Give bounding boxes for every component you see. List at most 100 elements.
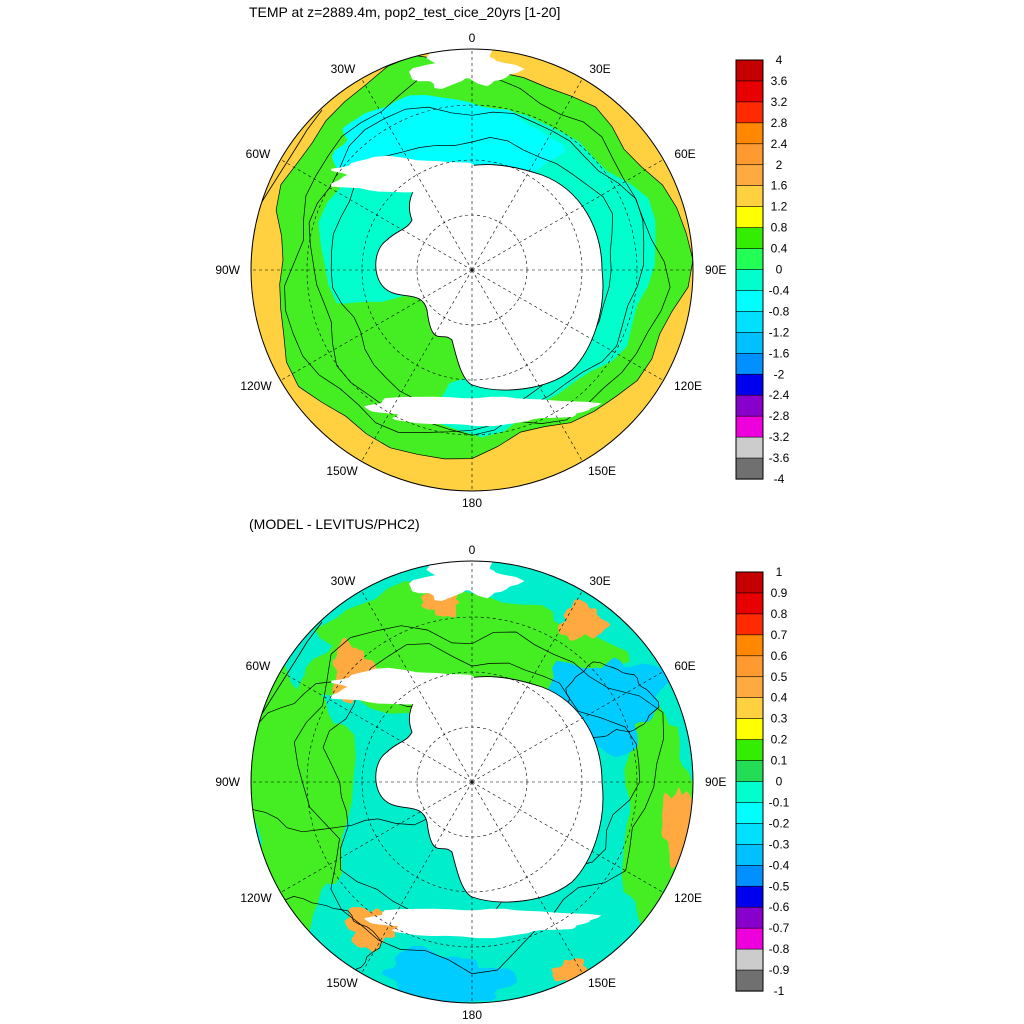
p2-colorbar-swatch	[735, 676, 764, 699]
p1-meridian	[471, 78, 583, 271]
p2-colorbar-tick-label: 0.1	[771, 754, 788, 768]
p1-colorbar-swatch	[735, 185, 764, 208]
p1-colorbar-swatch	[735, 80, 764, 103]
panel-2-map: 0 30E 60E 90E 120E 150E 180 150W 120W 90W 60W 30W 1 0…	[215, 543, 790, 1022]
p1-colorbar-swatch	[735, 352, 764, 375]
p2-colorbar-swatch	[735, 823, 764, 845]
p2-region-warm-patch	[557, 599, 611, 641]
p1-colorbar-tick-label: -2	[774, 367, 785, 381]
p2-lon-label: 90E	[705, 775, 726, 789]
p2-meridian	[471, 671, 664, 783]
p2-colorbar-swatch	[735, 969, 764, 992]
p2-map-field	[251, 561, 693, 1003]
p2-meridian	[471, 590, 583, 783]
p2-colorbar-swatch	[735, 592, 764, 615]
p1-meridian	[471, 269, 664, 381]
p1-lon-label: 60W	[246, 147, 271, 161]
p1-colorbar-swatch	[735, 248, 764, 271]
p1-colorbar-tick-label: 2.8	[771, 116, 788, 130]
p1-lon-label: 30W	[331, 62, 356, 76]
p1-colorbar-tick-label: 2.4	[771, 137, 788, 151]
p2-colorbar-tick-label: -1	[774, 984, 785, 998]
p2-lon-label: 0	[469, 543, 476, 557]
p1-colorbar-swatch	[735, 122, 764, 145]
p1-colorbar-swatch	[735, 206, 764, 229]
p2-colorbar-swatch	[735, 571, 764, 594]
p1-lon-label: 90W	[215, 263, 240, 277]
p1-colorbar-tick-label: 3.2	[771, 95, 788, 109]
p1-colorbar-tick-label: 0	[776, 263, 783, 277]
p2-colorbar-swatch	[735, 948, 764, 971]
p1-colorbar-swatch	[735, 415, 764, 438]
p2-meridian	[361, 781, 473, 974]
p1-meridian	[280, 269, 473, 381]
p2-colorbar-tick-label: 0.6	[771, 649, 788, 663]
p2-colorbar-tick-label: -0.8	[769, 942, 790, 956]
p1-mask-africa-gap	[409, 49, 525, 89]
p1-mask-weddell-shelf	[330, 155, 528, 193]
p2-colorbar-swatch	[735, 864, 764, 887]
p2-colorbar-tick-label: 0.4	[771, 691, 788, 705]
p1-colorbar-tick-label: -3.6	[769, 451, 790, 465]
p2-colorbar-tick-label: -0.1	[769, 795, 790, 809]
p1-colorbar-swatch	[735, 227, 764, 250]
p1-colorbar-swatch	[735, 164, 764, 187]
p1-colorbar-tick-label: -1.2	[769, 325, 790, 339]
p2-colorbar-swatch	[735, 739, 764, 762]
p1-colorbar-swatch	[735, 457, 764, 480]
p2-colorbar-tick-label: 0.9	[771, 586, 788, 600]
p1-meridian	[471, 269, 583, 462]
p2-colorbar-swatch	[735, 655, 764, 678]
p2-colorbar-swatch	[735, 718, 764, 741]
panel-1-title: TEMP at z=2889.4m, pop2_test_cice_20yrs …	[249, 4, 561, 20]
p2-colorbar-swatch	[735, 697, 764, 720]
p2-colorbar-swatch	[735, 760, 764, 783]
p2-lon-label: 90W	[215, 775, 240, 789]
p1-colorbar-swatch	[735, 143, 764, 166]
p1-meridian	[361, 78, 473, 271]
p2-colorbar-tick-label: 0.5	[771, 670, 788, 684]
p1-map-field	[251, 49, 693, 491]
panel-2-title: (MODEL - LEVITUS/PHC2)	[249, 516, 420, 532]
p2-map-boundary	[250, 560, 694, 1004]
p2-lon-label: 30W	[331, 574, 356, 588]
p1-colorbar-tick-label: -2.8	[769, 409, 790, 423]
p2-contour	[251, 681, 492, 833]
p1-lon-label: 150E	[588, 464, 616, 478]
p2-lon-label: 60E	[674, 659, 695, 673]
p2-colorbar-tick-label: -0.4	[769, 858, 790, 872]
p1-colorbar: 4 3.6 3.2 2.8 2.4 2 1.6 1.2 0.8 0.4 0 -0.4 -0.8 -1.2 -…	[735, 53, 790, 486]
p2-colorbar-tick-label: 0.2	[771, 733, 788, 747]
p2-lon-label: 150W	[326, 976, 358, 990]
p1-colorbar-tick-label: -4	[774, 472, 785, 486]
p1-colorbar-tick-label: -0.4	[769, 283, 790, 297]
p1-meridian	[361, 269, 473, 462]
p2-colorbar-swatch	[735, 906, 764, 929]
p2-colorbar-tick-label: -0.6	[769, 900, 790, 914]
p2-meridian	[280, 671, 473, 783]
p1-lon-label: 180	[462, 496, 482, 510]
p2-colorbar-tick-label: -0.5	[769, 879, 790, 893]
p1-contour	[308, 106, 645, 436]
p1-colorbar-swatch	[735, 290, 764, 313]
p2-colorbar-tick-label: 0	[776, 775, 783, 789]
p2-meridian	[471, 781, 583, 974]
p2-lon-label: 60W	[246, 659, 271, 673]
p1-lon-label: 60E	[674, 147, 695, 161]
p1-lon-label: 120E	[674, 379, 702, 393]
p1-colorbar-tick-label: 1.6	[771, 179, 788, 193]
p2-colorbar-swatch	[735, 634, 764, 657]
p1-colorbar-frame	[735, 59, 764, 480]
p2-colorbar-tick-label: -0.2	[769, 816, 790, 830]
p2-colorbar-swatch	[735, 927, 764, 950]
p1-meridian	[280, 159, 473, 271]
p2-lon-label: 180	[462, 1008, 482, 1022]
p1-colorbar-tick-label: 3.6	[771, 74, 788, 88]
p1-colorbar-tick-label: -2.4	[769, 388, 790, 402]
p2-colorbar-tick-label: -0.7	[769, 921, 790, 935]
p1-colorbar-swatch	[735, 373, 764, 396]
p1-colorbar-swatch	[735, 436, 764, 459]
p1-colorbar-tick-label: 0.8	[771, 221, 788, 235]
p2-mask-ross-shelf	[364, 908, 602, 939]
p1-colorbar-tick-label: 1.2	[771, 200, 788, 214]
